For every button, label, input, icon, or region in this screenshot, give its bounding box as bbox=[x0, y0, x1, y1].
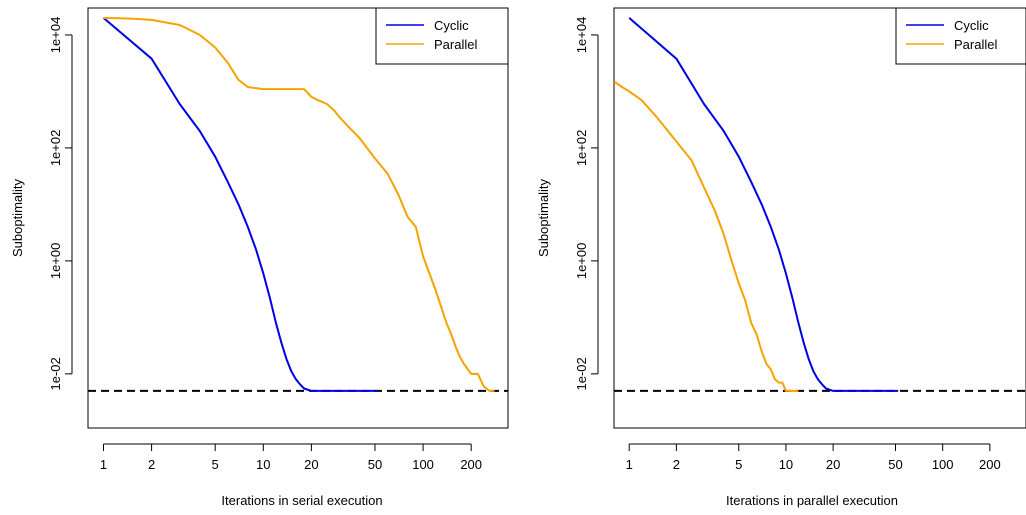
x-tick-label: 50 bbox=[888, 457, 902, 472]
x-tick-label: 200 bbox=[460, 457, 482, 472]
x-tick-label: 1 bbox=[100, 457, 107, 472]
series-line-cyclic bbox=[102, 17, 378, 392]
y-tick-label: 1e+00 bbox=[574, 243, 589, 280]
legend-box bbox=[375, 7, 509, 65]
y-tick-label: 1e-02 bbox=[574, 357, 589, 390]
x-tick-label: 10 bbox=[256, 457, 270, 472]
y-axis-title: Suboptimality bbox=[536, 178, 551, 257]
x-tick-label: 50 bbox=[368, 457, 382, 472]
y-tick-label: 1e+02 bbox=[574, 130, 589, 167]
series-line-cyclic bbox=[628, 17, 899, 392]
legend-label-parallel: Parallel bbox=[434, 37, 477, 52]
y-tick-label: 1e-02 bbox=[48, 357, 63, 390]
x-tick-label: 10 bbox=[779, 457, 793, 472]
chart-panel-1: 1 2 5 10 20 50 100 200 Iterations in serial exec… bbox=[10, 7, 509, 508]
x-tick-label: 5 bbox=[212, 457, 219, 472]
x-tick-label: 100 bbox=[412, 457, 434, 472]
x-tick-label: 2 bbox=[673, 457, 680, 472]
x-tick-label: 20 bbox=[826, 457, 840, 472]
y-tick-label: 1e+04 bbox=[48, 17, 63, 54]
x-tick-label: 1 bbox=[626, 457, 633, 472]
legend-label-parallel: Parallel bbox=[954, 37, 997, 52]
x-tick-label: 200 bbox=[979, 457, 1001, 472]
series-line-parallel bbox=[614, 80, 799, 392]
legend: Cyclic Parallel bbox=[895, 7, 1026, 65]
x-tick-label: 5 bbox=[735, 457, 742, 472]
y-tick-label: 1e+04 bbox=[574, 17, 589, 54]
legend-label-cyclic: Cyclic bbox=[954, 18, 989, 33]
y-tick-label: 1e+00 bbox=[48, 243, 63, 280]
series-line-parallel bbox=[103, 16, 495, 392]
x-axis-title: Iterations in parallel execution bbox=[726, 493, 898, 508]
plot-area bbox=[88, 16, 508, 392]
plot-frame bbox=[87, 7, 509, 429]
x-tick-label: 20 bbox=[304, 457, 318, 472]
legend-label-cyclic: Cyclic bbox=[434, 18, 469, 33]
plot-frame bbox=[613, 7, 1026, 429]
x-tick-label: 2 bbox=[148, 457, 155, 472]
y-tick-label: 1e+02 bbox=[48, 130, 63, 167]
plot-area bbox=[614, 17, 1026, 392]
chart-panel-2: 1 2 5 10 20 50 100 200 Iterations in parallel ex… bbox=[536, 7, 1026, 508]
x-tick-label: 100 bbox=[932, 457, 954, 472]
y-axis-title: Suboptimality bbox=[10, 178, 25, 257]
legend: Cyclic Parallel bbox=[375, 7, 509, 65]
x-axis-title: Iterations in serial execution bbox=[221, 493, 382, 508]
legend-box bbox=[895, 7, 1026, 65]
